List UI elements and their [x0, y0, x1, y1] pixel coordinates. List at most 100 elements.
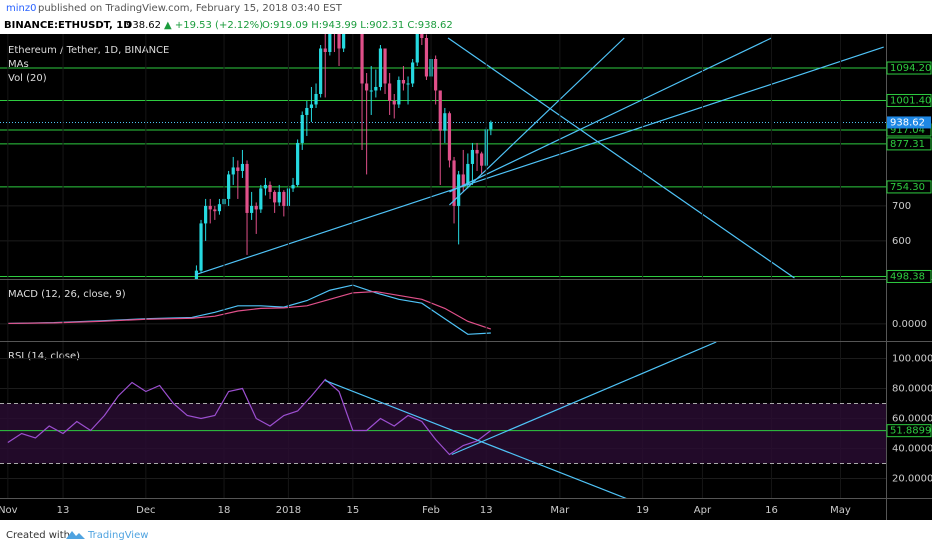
x-tick-label: Feb	[422, 505, 440, 516]
x-tick-label: 18	[218, 505, 231, 516]
candle-body	[360, 34, 364, 84]
candle-body	[291, 184, 295, 189]
trend-line	[447, 37, 795, 279]
trend-line	[449, 37, 772, 193]
indicator-line	[7, 378, 492, 456]
x-tick-label: Dec	[136, 505, 155, 516]
macd-pane	[0, 280, 886, 341]
candle-body	[245, 163, 249, 213]
x-tick-label: 16	[765, 505, 778, 516]
trend-line	[194, 46, 884, 276]
candle-body	[475, 149, 479, 154]
candle-body	[273, 191, 277, 203]
candle-body	[383, 48, 387, 84]
axes: 600 700 1094.20 1001.40 917.04 877.31 754.30 49…	[0, 61, 932, 516]
candle-body	[466, 163, 470, 185]
last-price: 938.62	[126, 20, 161, 31]
y-tick-label: 600	[892, 236, 911, 247]
x-tick-label: 19	[636, 505, 649, 516]
y-tick-label: 40.0000	[892, 444, 932, 455]
candle-body	[199, 223, 203, 271]
candle-body	[434, 58, 438, 91]
candle-body	[263, 184, 268, 189]
candle-body	[277, 191, 281, 203]
candle-body	[240, 163, 245, 171]
y-tick-label: 700	[892, 201, 911, 212]
candle-body	[411, 62, 415, 84]
level-tag	[886, 93, 932, 107]
candle-body	[259, 188, 263, 210]
level-label: 917.04	[890, 125, 925, 136]
level-tag	[886, 424, 932, 438]
candle-body	[213, 209, 217, 212]
logo	[66, 531, 85, 539]
ohlc: O:919.09 H:943.99 L:902.31 C:938.62	[262, 20, 453, 31]
price-pane	[0, 34, 886, 279]
candle-body	[378, 48, 383, 87]
y-tick-label: 80.0000	[892, 384, 932, 395]
header-bg	[0, 0, 932, 34]
x-tick-label: 13	[57, 505, 70, 516]
candle-body	[420, 34, 424, 38]
candle-body	[319, 48, 323, 94]
candle-body	[443, 113, 447, 131]
pane-title: Ethereum / Tether, 1D, BINANCE	[8, 45, 169, 56]
x-tick-label: Nov	[0, 505, 18, 516]
candle-body	[406, 83, 410, 85]
candle-body	[314, 93, 318, 105]
last-price-label: 938.62	[890, 117, 925, 128]
candle-body	[397, 79, 401, 105]
candle-body	[415, 34, 419, 63]
candle-body	[489, 122, 493, 130]
legend-entry: Vol (20)	[8, 73, 47, 84]
candle-body	[268, 184, 272, 192]
brand[interactable]: TradingView	[87, 530, 148, 541]
candle-body	[424, 38, 429, 77]
candle-body	[374, 86, 378, 91]
candle-body	[300, 114, 304, 143]
candle-body	[296, 142, 300, 185]
candle-body	[461, 174, 465, 185]
candle-body	[217, 204, 222, 212]
y-tick-label: 100.0000	[892, 354, 932, 365]
y-tick-label: 0.0000	[892, 319, 927, 330]
last-price-tag	[887, 116, 931, 129]
indicator-line	[7, 290, 492, 330]
candle-body	[457, 174, 461, 206]
rsi-band	[0, 403, 886, 464]
candle-body	[480, 153, 484, 166]
candle-body	[231, 167, 235, 175]
candle-body	[282, 191, 286, 206]
candle-body	[309, 104, 314, 108]
trend-line	[325, 379, 627, 498]
candle-body	[392, 100, 396, 105]
symbol: BINANCE:ETHUSDT, 1D	[4, 20, 132, 31]
publisher[interactable]: minz0	[6, 3, 36, 14]
candle-body	[328, 34, 332, 52]
rsi-pane	[0, 342, 886, 498]
x-tick-label: 2018	[276, 505, 301, 516]
candle-body	[452, 160, 456, 206]
change: ▲ +19.53 (+2.12%)	[164, 20, 263, 31]
x-tick-label: May	[830, 505, 851, 516]
x-tick-label: 13	[480, 505, 493, 516]
candle-body	[236, 167, 240, 171]
level-label: 1001.40	[890, 95, 931, 106]
candle-body	[342, 34, 346, 49]
candle-body	[323, 48, 327, 52]
x-tick-label: 15	[346, 505, 359, 516]
y-tick-label: 60.0000	[892, 414, 932, 425]
candle-body	[204, 205, 208, 224]
candle-body	[365, 83, 369, 91]
footer-bg	[0, 520, 932, 550]
footer-text: Created with	[6, 530, 70, 541]
level-label: 498.38	[890, 271, 925, 282]
x-tick-label: Mar	[550, 505, 570, 516]
pane-title: RSI (14, close)	[8, 351, 80, 362]
y-tick-label: 20.0000	[892, 474, 932, 485]
level-label: 877.31	[890, 139, 925, 150]
level-tag	[886, 137, 932, 151]
pane-title: MACD (12, 26, close, 9)	[8, 289, 126, 300]
trend-line	[451, 342, 717, 456]
